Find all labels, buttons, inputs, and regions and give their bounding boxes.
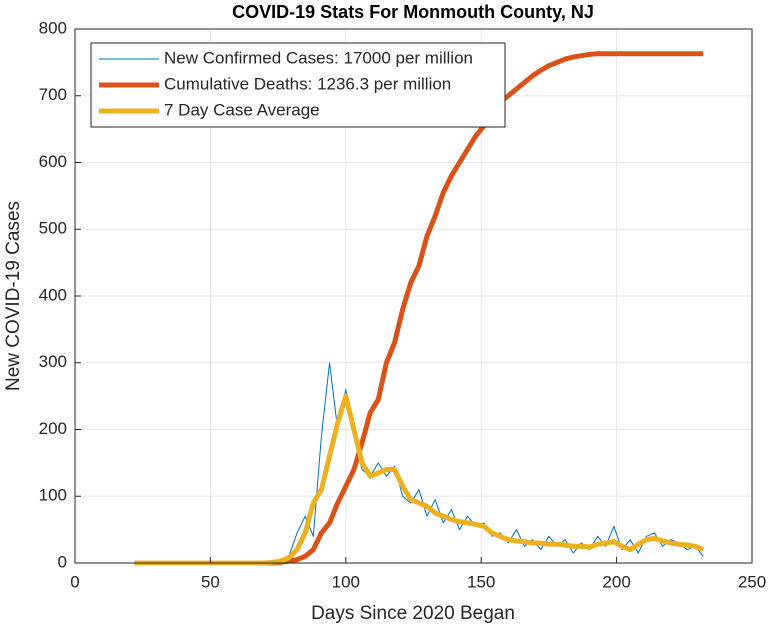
x-tick-label: 0 bbox=[70, 572, 79, 591]
x-tick-label: 150 bbox=[467, 572, 495, 591]
legend-label: Cumulative Deaths: 1236.3 per million bbox=[164, 74, 451, 93]
y-tick-label: 300 bbox=[39, 352, 67, 371]
y-tick-label: 0 bbox=[58, 552, 67, 571]
y-axis-label: New COVID-19 Cases bbox=[3, 201, 24, 391]
x-tick-label: 50 bbox=[201, 572, 220, 591]
x-tick-label: 250 bbox=[738, 572, 766, 591]
y-tick-label: 200 bbox=[39, 419, 67, 438]
plot-frame bbox=[74, 28, 753, 564]
y-tick-label: 500 bbox=[39, 219, 67, 238]
axes: 0 50 100 150 200 250 0 100 200 300 400 500 600 700 800 bbox=[39, 18, 767, 591]
y-tick-label: 100 bbox=[39, 486, 67, 505]
y-tick-label: 800 bbox=[39, 18, 67, 37]
x-tick-label: 100 bbox=[332, 572, 360, 591]
legend-box bbox=[90, 42, 506, 128]
legend-label: New Confirmed Cases: 17000 per million bbox=[164, 48, 473, 67]
y-tick-label: 600 bbox=[39, 152, 67, 171]
x-tick-label: 200 bbox=[602, 572, 630, 591]
y-tick-label: 700 bbox=[39, 85, 67, 104]
x-axis-label: Days Since 2020 Began bbox=[311, 603, 515, 624]
chart-title: COVID-19 Stats For Monmouth County, NJ bbox=[232, 2, 594, 22]
legend: New Confirmed Cases: 17000 per million Cu… bbox=[90, 42, 506, 128]
y-tick-label: 400 bbox=[39, 285, 67, 304]
legend-label: 7 Day Case Average bbox=[164, 100, 320, 119]
